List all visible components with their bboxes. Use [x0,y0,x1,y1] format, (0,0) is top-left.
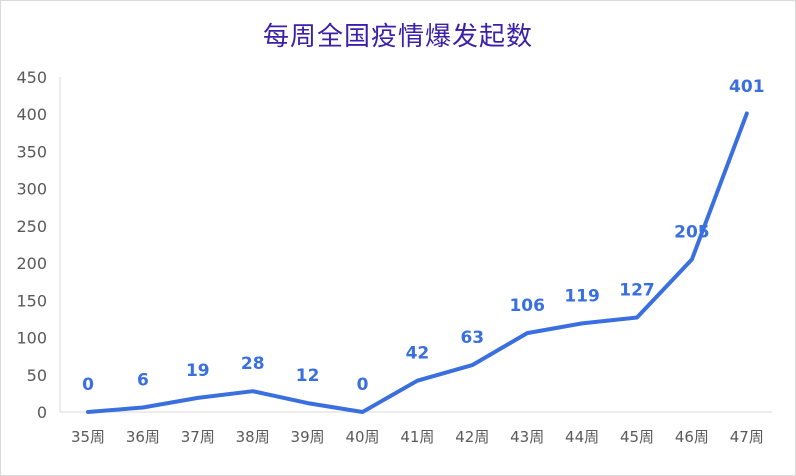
x-tick-label: 40周 [345,428,379,446]
y-tick-label: 350 [16,142,47,161]
chart-title: 每周全国疫情爆发起数 [262,22,533,52]
x-tick-label: 46周 [675,428,709,446]
y-tick-label: 150 [16,291,47,310]
y-tick-label: 0 [37,403,47,422]
data-labels: 0 6 19 28 12 0 42 63 106 119 127 205 401 [82,77,764,395]
data-label: 127 [619,280,655,300]
x-tick-label: 45周 [620,428,654,446]
data-label: 12 [296,366,320,386]
drop-lines [142,113,748,412]
data-label: 42 [406,344,430,364]
data-label: 19 [186,361,210,381]
x-tick-label: 44周 [565,428,599,446]
x-tick-label: 41周 [400,428,434,446]
x-tick-label: 39周 [291,428,325,446]
series-line [86,111,749,414]
x-axis: 35周 36周 37周 38周 39周 40周 41周 42周 43周 44周 45周 46周 47周 [60,411,772,446]
x-tick-label: 47周 [730,428,764,446]
data-label: 6 [137,371,149,391]
y-tick-label: 300 [16,180,47,199]
data-label: 119 [564,286,600,306]
series-line-group [86,111,749,414]
y-tick-label: 200 [16,254,47,273]
y-tick-label: 450 [16,68,47,87]
data-label: 401 [729,77,765,97]
y-axis: 0 50 100 150 200 250 300 350 400 450 [16,68,61,422]
x-tick-label: 35周 [71,428,105,446]
x-tick-label: 36周 [126,428,160,446]
data-label: 0 [82,375,94,395]
data-label: 0 [357,375,369,395]
y-tick-label: 100 [16,329,47,348]
data-label: 63 [460,328,484,348]
y-tick-label: 250 [16,217,47,236]
x-tick-label: 38周 [236,428,270,446]
x-tick-label: 42周 [455,428,489,446]
data-label: 28 [241,354,265,374]
y-tick-label: 50 [27,366,47,385]
y-tick-label: 400 [16,105,47,124]
x-tick-label: 37周 [181,428,215,446]
data-label: 106 [509,296,545,316]
data-label: 205 [674,222,710,242]
x-tick-label: 43周 [510,428,544,446]
